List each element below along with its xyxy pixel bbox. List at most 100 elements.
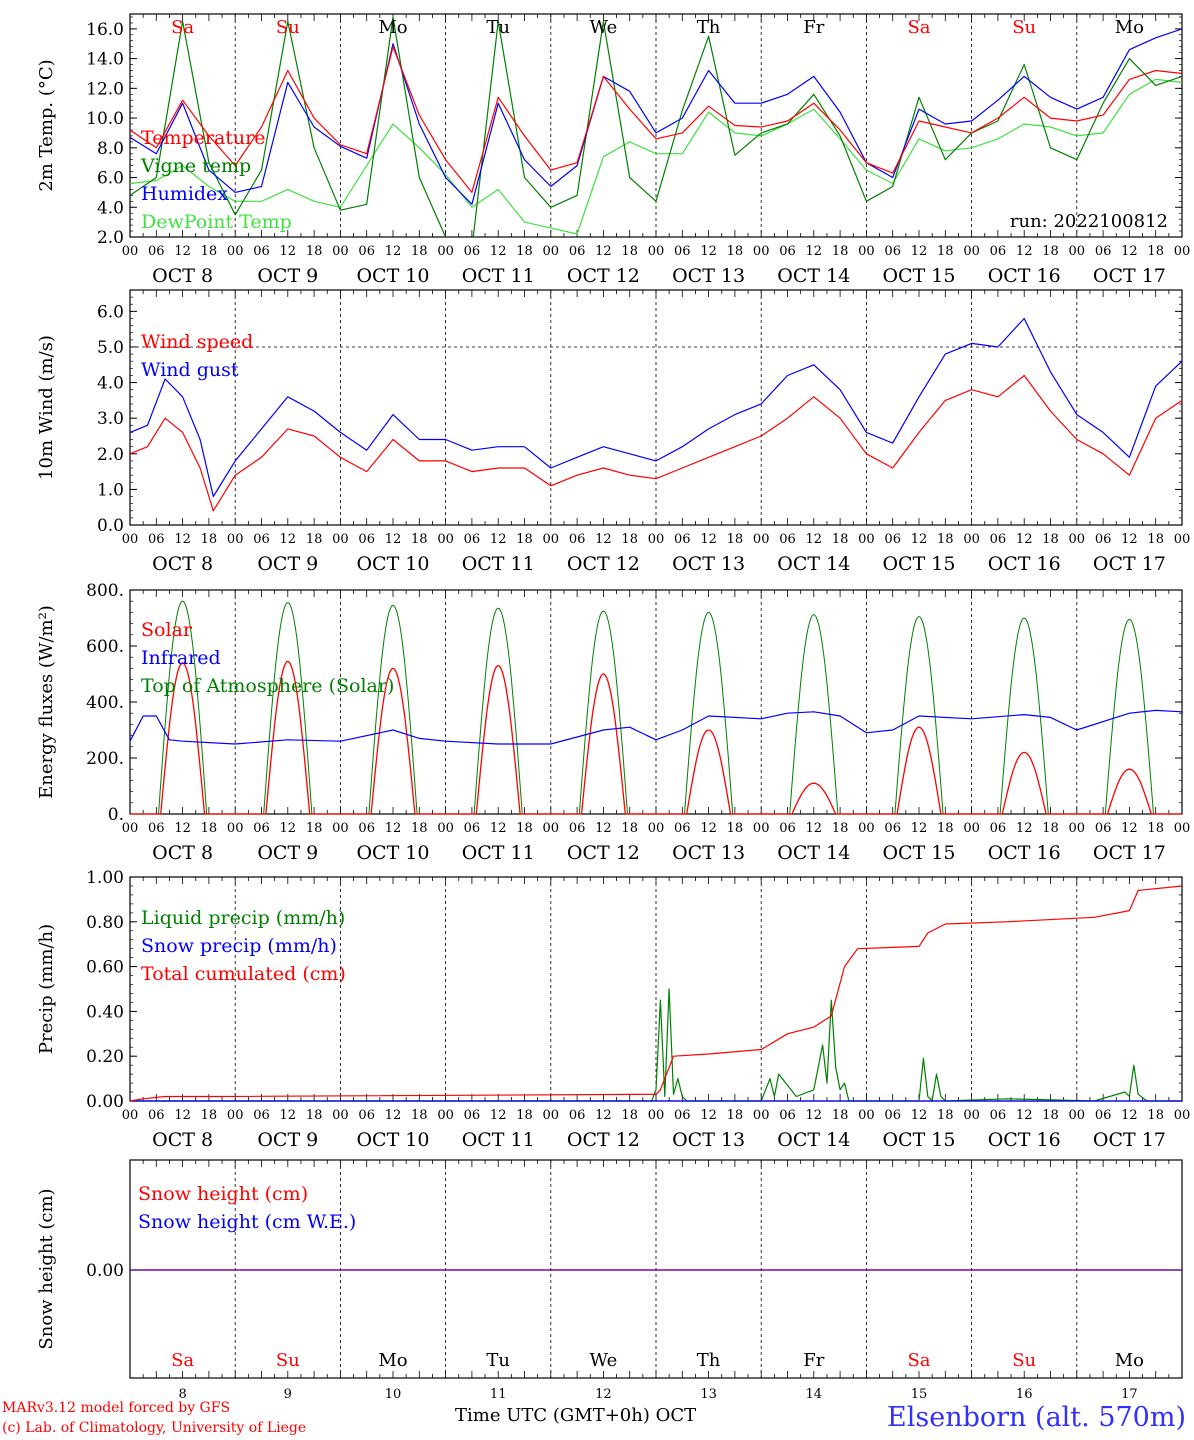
hour-tick-label: 06 xyxy=(148,1108,165,1123)
weekday-label: Sa xyxy=(171,1350,194,1371)
weekday-label: Mo xyxy=(1115,17,1144,38)
y-tick-label: 12.0 xyxy=(86,79,124,99)
hour-tick-label: 12 xyxy=(385,532,402,547)
hour-tick-label: 18 xyxy=(832,821,849,836)
hour-tick-label: 00 xyxy=(543,244,560,259)
hour-tick-label: 06 xyxy=(1095,1108,1112,1123)
date-label: OCT 15 xyxy=(882,265,955,287)
hour-tick-label: 18 xyxy=(727,821,744,836)
hour-tick-label: 12 xyxy=(806,821,823,836)
hour-tick-label: 18 xyxy=(201,1108,218,1123)
hour-tick-label: 12 xyxy=(1121,532,1138,547)
series-dewpoint-temp xyxy=(130,78,1182,235)
hour-tick-label: 00 xyxy=(648,244,665,259)
y-tick-label: 0. xyxy=(108,805,124,825)
hour-tick-label: 12 xyxy=(806,532,823,547)
hour-tick-label: 18 xyxy=(832,1108,849,1123)
hour-tick-label: 06 xyxy=(358,821,375,836)
weekday-label: Fr xyxy=(803,1350,824,1371)
weekday-label: We xyxy=(590,1350,618,1371)
hour-tick-label: 18 xyxy=(937,532,954,547)
hour-tick-label: 18 xyxy=(1147,1108,1164,1123)
hour-tick-label: 18 xyxy=(832,532,849,547)
time-axis-label: Time UTC (GMT+0h) OCT xyxy=(455,1405,697,1426)
hour-tick-label: 12 xyxy=(385,821,402,836)
hour-tick-label: 18 xyxy=(1147,244,1164,259)
hour-tick-label: 12 xyxy=(385,1108,402,1123)
panel-snow: 0.00 Snow height (cm) Snow height (cm) Snow… xyxy=(36,1159,1183,1402)
date-label: OCT 9 xyxy=(257,1129,318,1151)
hour-tick-label: 00 xyxy=(858,1108,875,1123)
series-temperature xyxy=(130,46,1182,193)
date-label: OCT 11 xyxy=(462,553,535,575)
hour-tick-label: 06 xyxy=(990,244,1007,259)
hour-tick-label: 18 xyxy=(516,244,533,259)
weekday-label: Sa xyxy=(907,17,930,38)
hour-tick-label: 18 xyxy=(306,532,323,547)
panel-frame xyxy=(129,589,1183,815)
hour-tick-label: 00 xyxy=(122,244,139,259)
hour-tick-label: 12 xyxy=(700,244,717,259)
series-humidex xyxy=(130,28,1182,205)
hour-tick-label: 12 xyxy=(1016,532,1033,547)
legend-red: Total cumulated (cm) xyxy=(141,963,346,985)
hour-tick-label: 06 xyxy=(990,1108,1007,1123)
hour-tick-label: 00 xyxy=(227,1108,244,1123)
hour-tick-label: 00 xyxy=(1069,244,1086,259)
date-label: OCT 16 xyxy=(988,842,1061,864)
date-label: OCT 8 xyxy=(152,1129,213,1151)
y-tick-label: 14.0 xyxy=(86,50,124,70)
hour-tick-label: 18 xyxy=(516,1108,533,1123)
hour-tick-label: 18 xyxy=(832,244,849,259)
legend-red: Temperature xyxy=(141,127,265,149)
hour-tick-label: 00 xyxy=(543,1108,560,1123)
legend-lightgreen: DewPoint Temp xyxy=(141,211,292,233)
hour-tick-label: 06 xyxy=(990,821,1007,836)
hour-tick-label: 12 xyxy=(1016,1108,1033,1123)
legend-green: Top of Atmosphere (Solar) xyxy=(141,675,394,697)
hour-tick-label: 00 xyxy=(753,244,770,259)
date-label: OCT 8 xyxy=(152,265,213,287)
hour-tick-label: 12 xyxy=(595,821,612,836)
weekday-label: Su xyxy=(276,17,300,38)
hour-tick-label: 12 xyxy=(700,1108,717,1123)
hour-tick-label: 06 xyxy=(1095,244,1112,259)
hour-tick-label: 18 xyxy=(1042,532,1059,547)
hour-tick-label: 00 xyxy=(963,532,980,547)
hour-tick-label: 00 xyxy=(1069,821,1086,836)
date-label: OCT 9 xyxy=(257,842,318,864)
weekday-label: Tu xyxy=(486,17,510,38)
hour-tick-label: 00 xyxy=(332,244,349,259)
hour-tick-label: 00 xyxy=(1174,821,1191,836)
series-top-of-atmosphere-solar- xyxy=(130,600,1182,815)
date-label: OCT 10 xyxy=(356,842,429,864)
hour-tick-label: 00 xyxy=(648,821,665,836)
date-label: OCT 15 xyxy=(882,842,955,864)
date-label: OCT 12 xyxy=(567,1129,640,1151)
hour-tick-label: 06 xyxy=(674,821,691,836)
hour-tick-label: 12 xyxy=(1121,1108,1138,1123)
date-label: OCT 14 xyxy=(777,1129,850,1151)
model-credit: MARv3.12 model forced by GFS xyxy=(2,1400,231,1416)
hour-tick-label: 12 xyxy=(595,1108,612,1123)
panel-energy: 0. 200. 400. 600. 800. Energy fluxes (W/m²) 00… xyxy=(36,581,1190,864)
date-label: OCT 8 xyxy=(152,842,213,864)
legend-green: Vigne temp xyxy=(140,155,251,177)
y-tick-label: 2.0 xyxy=(97,228,124,248)
panel-precip: 0.00 0.20 0.40 0.60 0.80 1.00 Precip (mm/h) 00 0… xyxy=(36,868,1190,1151)
y-axis-label: 10m Wind (m/s) xyxy=(36,335,57,480)
date-label: OCT 13 xyxy=(672,265,745,287)
hour-tick-label: 00 xyxy=(753,821,770,836)
hour-tick-label: 00 xyxy=(543,532,560,547)
day-number-label: 17 xyxy=(1121,1387,1138,1402)
hour-tick-label: 00 xyxy=(543,821,560,836)
day-number-label: 10 xyxy=(385,1387,402,1402)
y-tick-label: 4.0 xyxy=(97,198,124,218)
hour-tick-label: 12 xyxy=(174,532,191,547)
hour-tick-label: 00 xyxy=(227,821,244,836)
hour-tick-label: 12 xyxy=(911,821,928,836)
y-tick-label: 0.60 xyxy=(86,958,124,978)
day-number-label: 11 xyxy=(490,1387,507,1402)
hour-tick-label: 12 xyxy=(490,1108,507,1123)
hour-tick-label: 06 xyxy=(779,1108,796,1123)
